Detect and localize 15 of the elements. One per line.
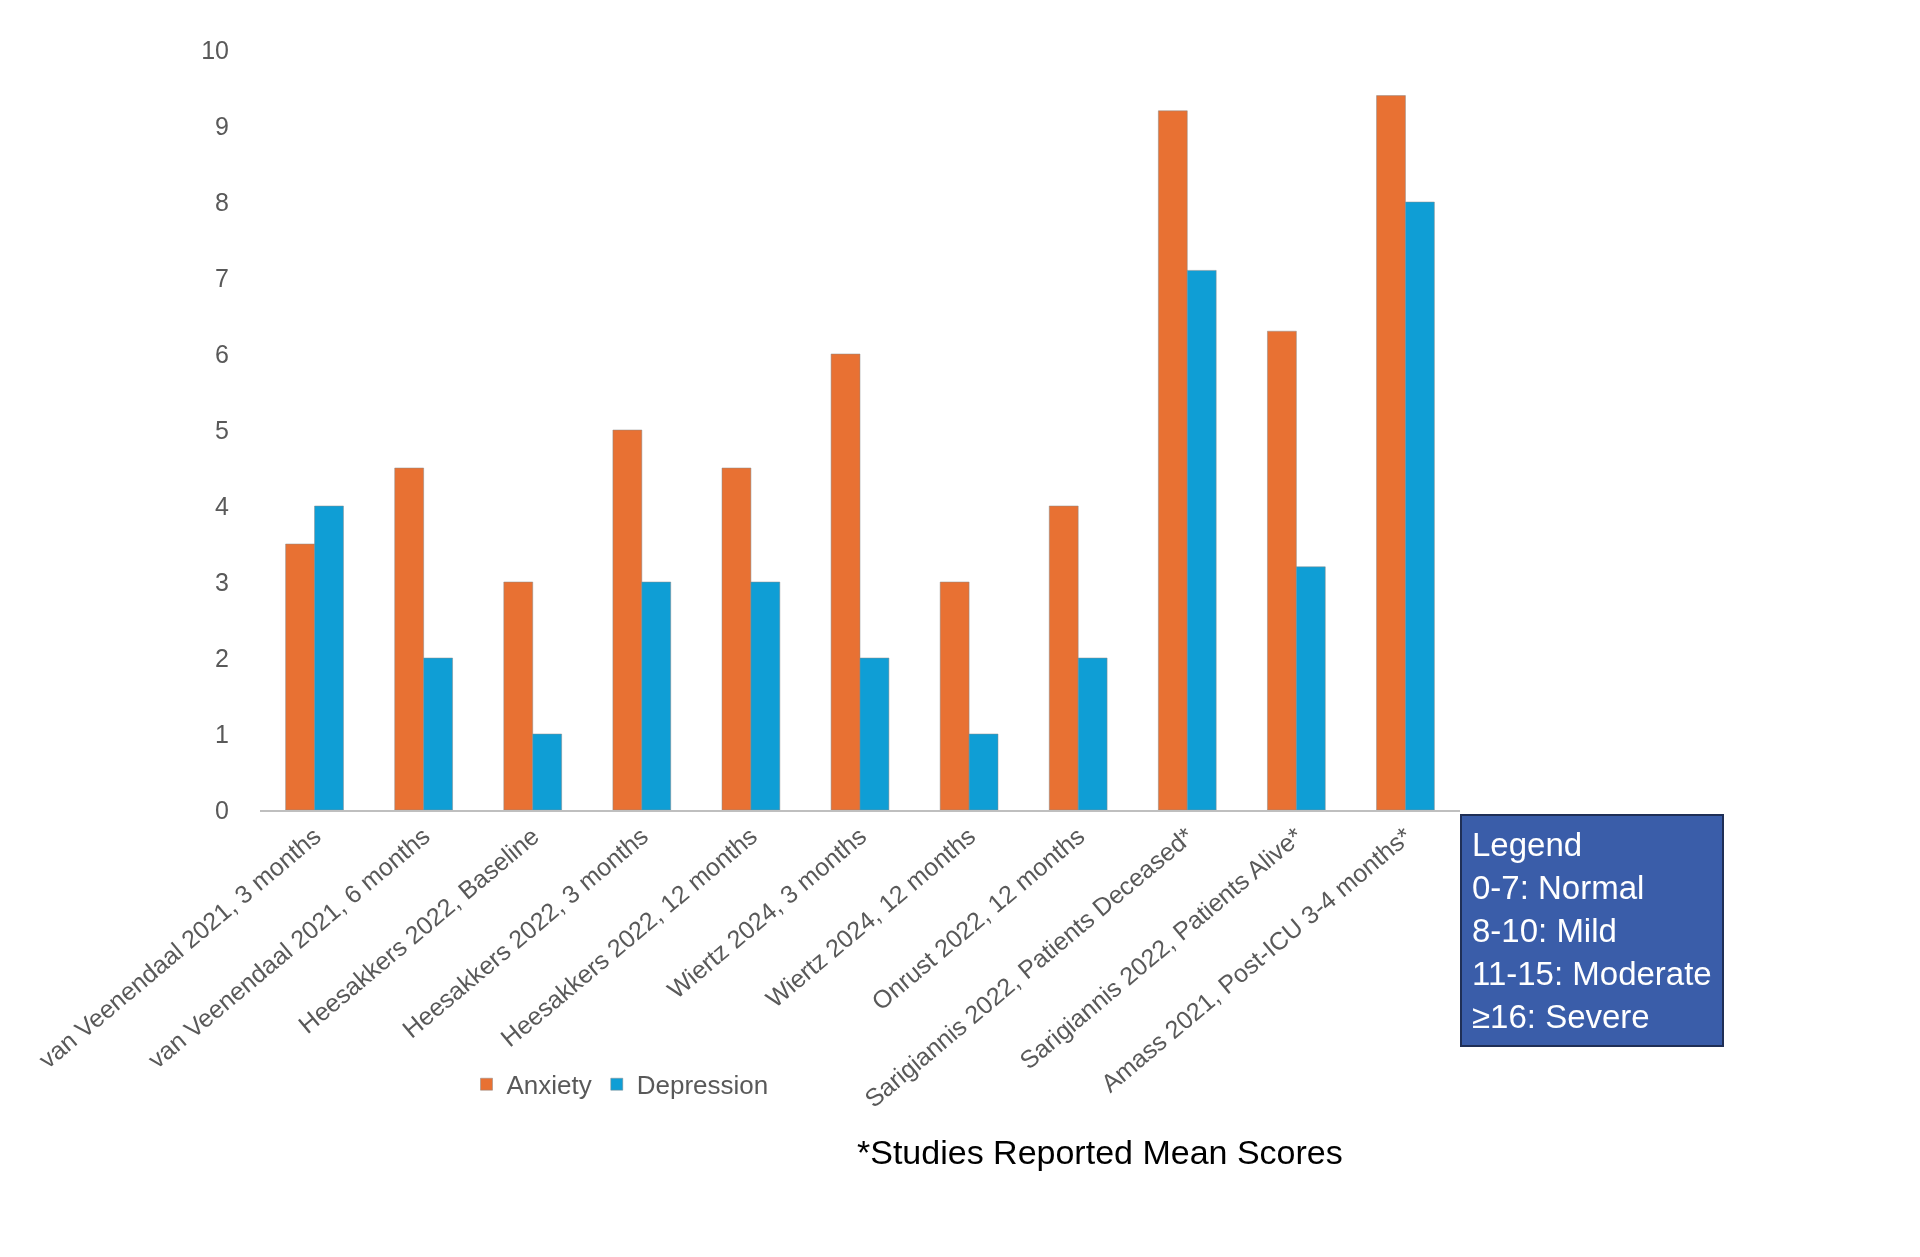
legend-label: Depression — [636, 1070, 769, 1101]
y-tick-label: 0 — [215, 795, 229, 824]
y-tick-label: 9 — [215, 111, 229, 140]
legend-label: Anxiety — [506, 1070, 592, 1101]
y-tick-label: 6 — [215, 339, 229, 368]
y-tick-label: 3 — [215, 567, 229, 596]
y-tick-label: 7 — [215, 263, 229, 292]
text: *Studies Reported Mean Scores — [857, 1133, 1343, 1171]
text: Legend 0-7: Normal 8-10: Mild 11-15: Moderate ≥16: Severe — [1472, 826, 1712, 1035]
y-tick-label: 10 — [201, 35, 229, 64]
y-tick-label: 1 — [215, 719, 229, 748]
y-tick-label: 4 — [215, 491, 230, 520]
y-tick-label: 8 — [215, 187, 229, 216]
y-tick-label: 2 — [215, 643, 229, 672]
y-tick-label: 5 — [215, 415, 229, 444]
